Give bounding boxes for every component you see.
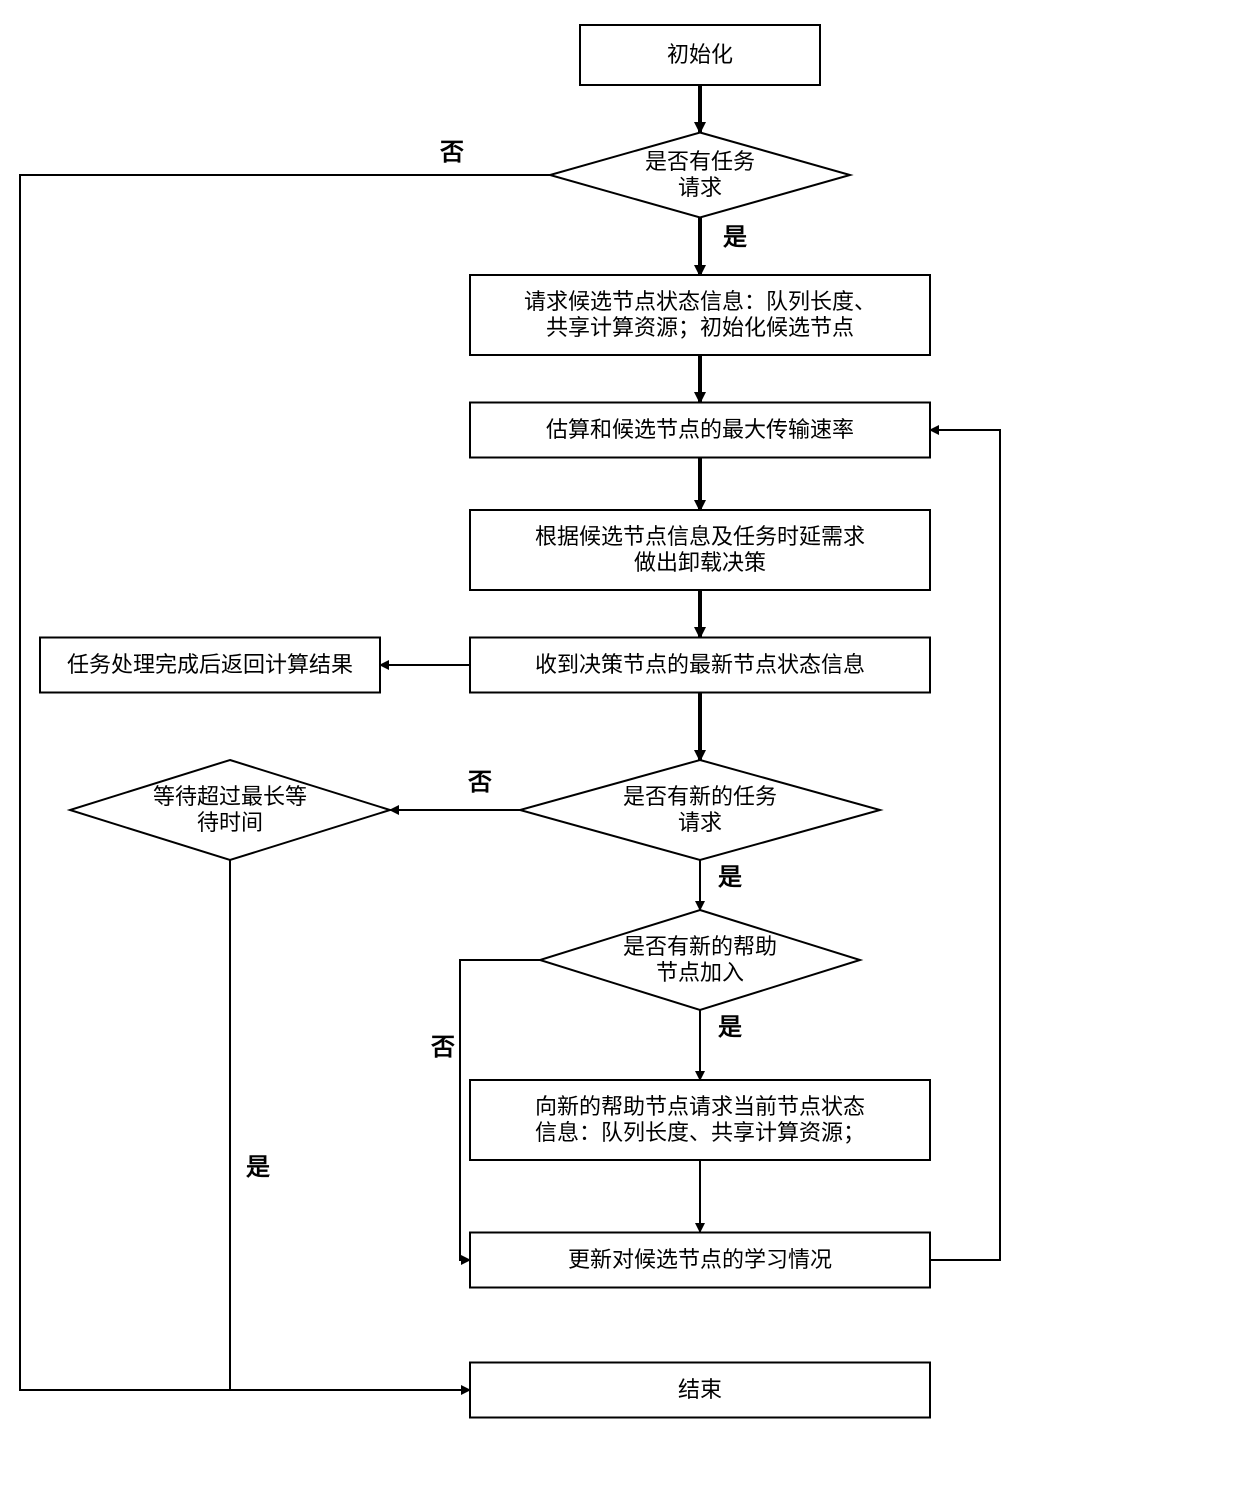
node-decide: 根据候选节点信息及任务时延需求做出卸载决策 — [470, 510, 930, 590]
node-req_info-line-0: 请求候选节点状态信息：队列长度、 — [524, 289, 876, 314]
node-req_new: 向新的帮助节点请求当前节点状态信息：队列长度、共享计算资源； — [470, 1080, 930, 1160]
node-return_res: 任务处理完成后返回计算结果 — [40, 638, 380, 693]
node-d_task: 是否有任务请求 — [550, 133, 850, 218]
node-update-line-0: 更新对候选节点的学习情况 — [568, 1247, 832, 1272]
node-end-line-0: 结束 — [678, 1377, 722, 1402]
node-est_rate: 估算和候选节点的最大传输速率 — [470, 403, 930, 458]
node-d_wait-line-0: 等待超过最长等 — [153, 784, 307, 809]
nodes-layer: 初始化是否有任务请求请求候选节点状态信息：队列长度、共享计算资源；初始化候选节点… — [40, 25, 930, 1418]
node-req_new-line-0: 向新的帮助节点请求当前节点状态 — [535, 1094, 865, 1119]
node-d_newtask: 是否有新的任务请求 — [520, 760, 880, 860]
node-req_info: 请求候选节点状态信息：队列长度、共享计算资源；初始化候选节点 — [470, 275, 930, 355]
label-yes2: 是 — [718, 864, 742, 891]
label-yes4: 是 — [246, 1154, 270, 1181]
label-yes1: 是 — [723, 224, 747, 251]
node-d_newtask-line-1: 请求 — [678, 810, 722, 835]
node-d_newhelp: 是否有新的帮助节点加入 — [540, 910, 860, 1010]
node-req_new-line-1: 信息：队列长度、共享计算资源； — [535, 1120, 865, 1145]
node-d_newhelp-line-1: 节点加入 — [656, 960, 744, 985]
node-d_newtask-line-0: 是否有新的任务 — [623, 784, 777, 809]
node-d_wait-line-1: 待时间 — [197, 810, 263, 835]
node-end: 结束 — [470, 1363, 930, 1418]
node-d_wait: 等待超过最长等待时间 — [70, 760, 390, 860]
label-no3: 否 — [430, 1034, 455, 1061]
node-recv_state-line-0: 收到决策节点的最新节点状态信息 — [535, 652, 865, 677]
node-update: 更新对候选节点的学习情况 — [470, 1233, 930, 1288]
label-yes3: 是 — [718, 1014, 742, 1041]
node-recv_state: 收到决策节点的最新节点状态信息 — [470, 638, 930, 693]
node-d_newhelp-line-0: 是否有新的帮助 — [623, 934, 777, 959]
node-init: 初始化 — [580, 25, 820, 85]
edge-update-loop — [930, 430, 1000, 1260]
label-no1: 否 — [439, 139, 464, 166]
flowchart-canvas: 初始化是否有任务请求请求候选节点状态信息：队列长度、共享计算资源；初始化候选节点… — [0, 0, 1240, 1501]
node-return_res-line-0: 任务处理完成后返回计算结果 — [67, 652, 353, 677]
node-init-line-0: 初始化 — [667, 42, 733, 67]
edge-dwait-yes-to-end — [230, 860, 470, 1390]
node-d_task-line-0: 是否有任务 — [645, 149, 755, 174]
node-req_info-line-1: 共享计算资源；初始化候选节点 — [546, 315, 854, 340]
node-d_task-line-1: 请求 — [678, 175, 722, 200]
node-est_rate-line-0: 估算和候选节点的最大传输速率 — [546, 417, 854, 442]
node-decide-line-0: 根据候选节点信息及任务时延需求 — [535, 524, 865, 549]
label-no2: 否 — [467, 769, 492, 796]
node-decide-line-1: 做出卸载决策 — [634, 550, 766, 575]
